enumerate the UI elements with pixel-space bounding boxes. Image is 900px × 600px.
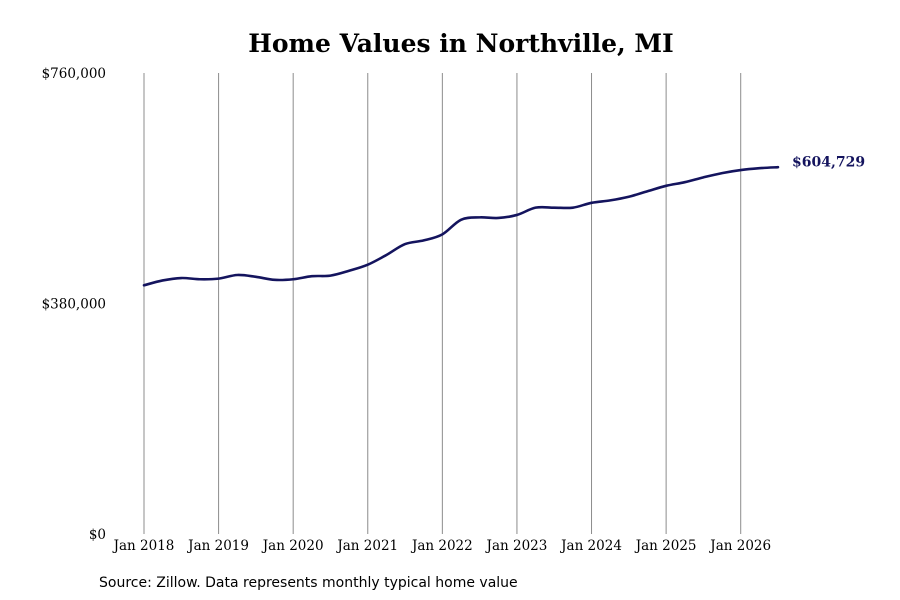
- end-value-label: $604,729: [792, 155, 865, 171]
- x-tick-label: Jan 2019: [186, 538, 249, 554]
- x-tick-label: Jan 2025: [634, 538, 697, 554]
- series-layer: [142, 165, 780, 287]
- x-tick-label: Jan 2024: [559, 538, 622, 554]
- x-tick-label: Jan 2026: [708, 538, 771, 554]
- x-tick-label: Jan 2018: [112, 538, 175, 554]
- x-tick-label: Jan 2021: [335, 538, 398, 554]
- gridlines: [143, 73, 742, 534]
- y-tick-label: $380,000: [42, 297, 106, 313]
- y-tick-label: $760,000: [42, 66, 106, 82]
- y-axis-tick-labels: $0 $380,000 $760,000: [42, 66, 106, 543]
- x-axis-tick-labels: Jan 2018 Jan 2019 Jan 2020 Jan 2021 Jan 2022…: [112, 538, 772, 554]
- y-tick-label: $0: [89, 527, 106, 543]
- source-note: Source: Zillow. Data represents monthly …: [99, 575, 518, 591]
- chart-title: Home Values in Northville, MI: [248, 29, 674, 58]
- series-line-home-value: [142, 165, 780, 287]
- x-tick-label: Jan 2020: [261, 538, 324, 554]
- x-tick-label: Jan 2022: [410, 538, 473, 554]
- x-tick-label: Jan 2023: [485, 538, 548, 554]
